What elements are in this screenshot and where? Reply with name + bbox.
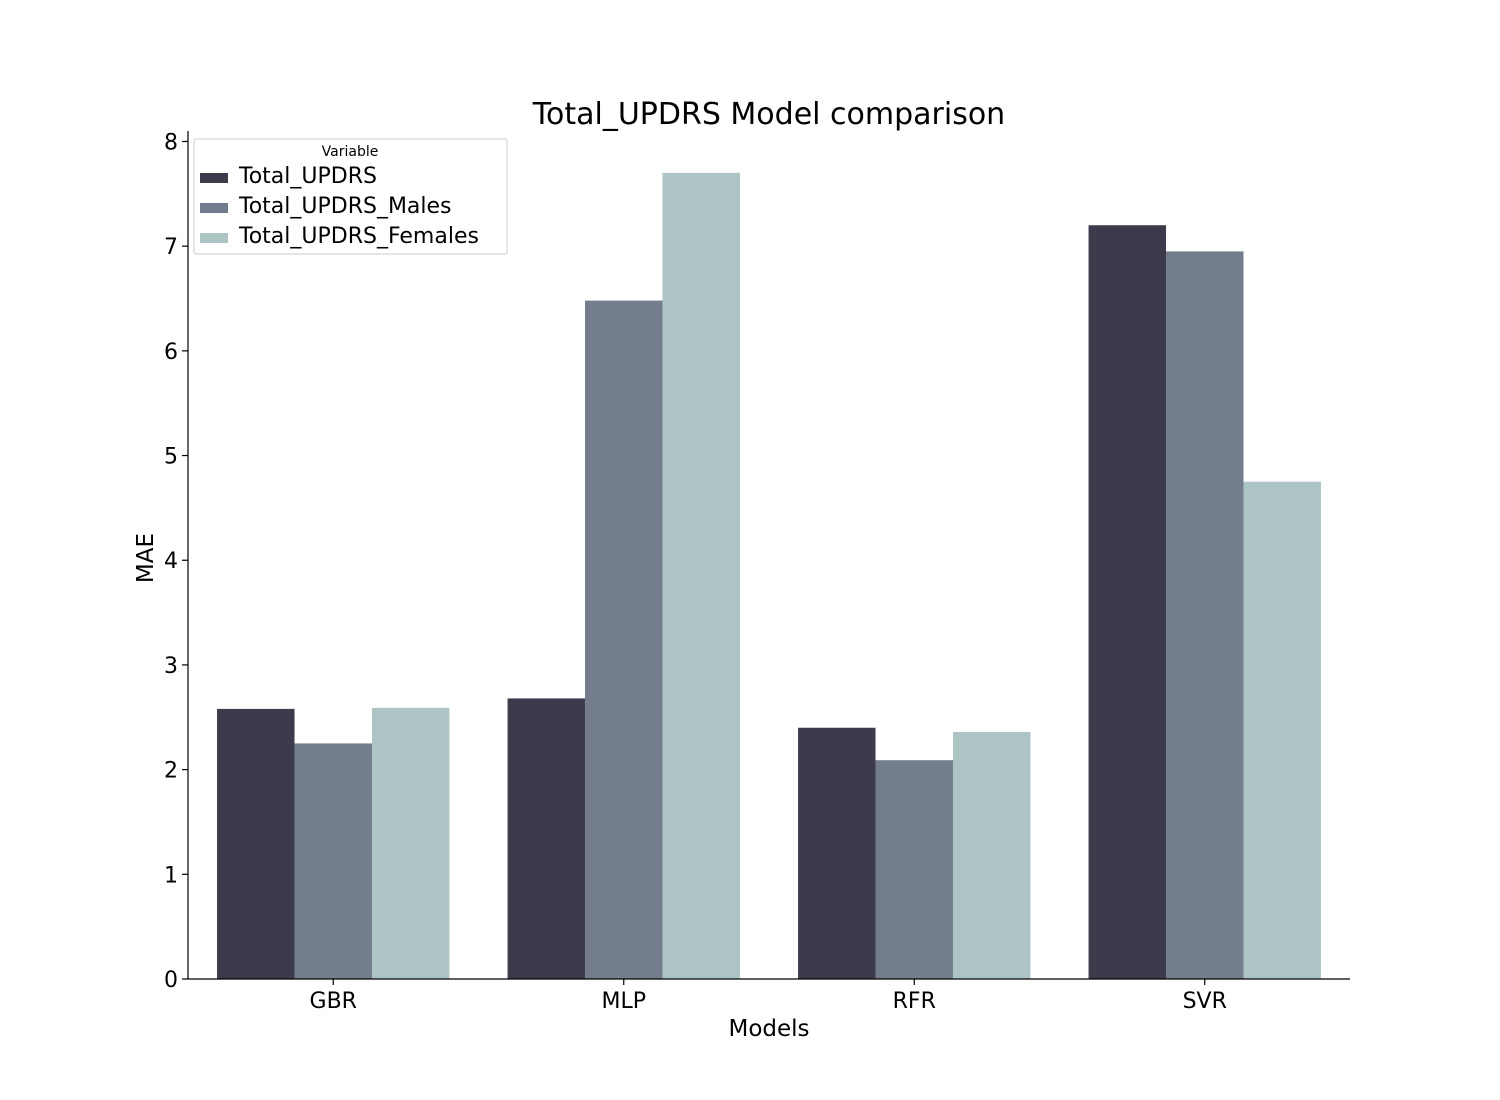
bar-mlp-series-1 [507, 698, 586, 979]
ticks-layer: 0 1 2 3 4 5 6 7 8 GBR MLP RFR SVR [164, 130, 1227, 1014]
legend-title: Variable [322, 144, 379, 160]
axes-layer [187, 131, 1350, 980]
legend-label: Total_UPDRS [238, 164, 377, 189]
bar-rfr-series-1 [798, 727, 876, 979]
y-tick-label: 0 [164, 968, 178, 993]
bar-svr-series-2 [1166, 251, 1244, 979]
legend-items: Total_UPDRS Total_UPDRS_Males Total_UPDRS_… [200, 164, 479, 249]
legend-swatch [200, 173, 228, 183]
bar-svr-series-3 [1243, 481, 1321, 979]
x-tick-label: GBR [310, 989, 357, 1014]
legend-frame [193, 138, 508, 255]
y-tick-label: 4 [164, 549, 178, 574]
y-tick-label: 3 [164, 654, 178, 679]
y-tick-label: 2 [164, 759, 178, 784]
legend-label: Total_UPDRS_Females [238, 224, 479, 249]
bar-svr-series-1 [1088, 225, 1167, 980]
bar-rfr-series-2 [875, 760, 953, 979]
bar-mlp-series-2 [585, 300, 663, 980]
y-axis-title: MAE [133, 533, 159, 583]
legend-label: Total_UPDRS_Males [238, 194, 452, 219]
legend-swatch [200, 203, 228, 213]
bar-gbr-series-3 [371, 707, 450, 979]
x-axis-title: Models [728, 1016, 809, 1042]
y-tick-label: 1 [164, 863, 178, 888]
y-tick-label: 7 [164, 235, 178, 260]
x-tick-label: MLP [601, 989, 646, 1014]
bars-layer [217, 172, 1321, 980]
legend: Variable Total_UPDRSTotal_UPDRS_MalesTot… [193, 138, 508, 255]
bar-rfr-series-3 [952, 731, 1031, 979]
bar-gbr-series-1 [217, 708, 295, 979]
x-tick-label: SVR [1183, 989, 1227, 1014]
x-tick-label: RFR [893, 989, 936, 1014]
y-tick-label: 8 [164, 130, 178, 155]
y-tick-label: 6 [164, 340, 178, 365]
bar-mlp-series-3 [662, 172, 740, 979]
legend-swatch [200, 233, 228, 243]
chart-title: Total_UPDRS Model comparison [532, 97, 1005, 132]
bar-gbr-series-2 [294, 743, 372, 979]
y-tick-label: 5 [164, 445, 178, 470]
